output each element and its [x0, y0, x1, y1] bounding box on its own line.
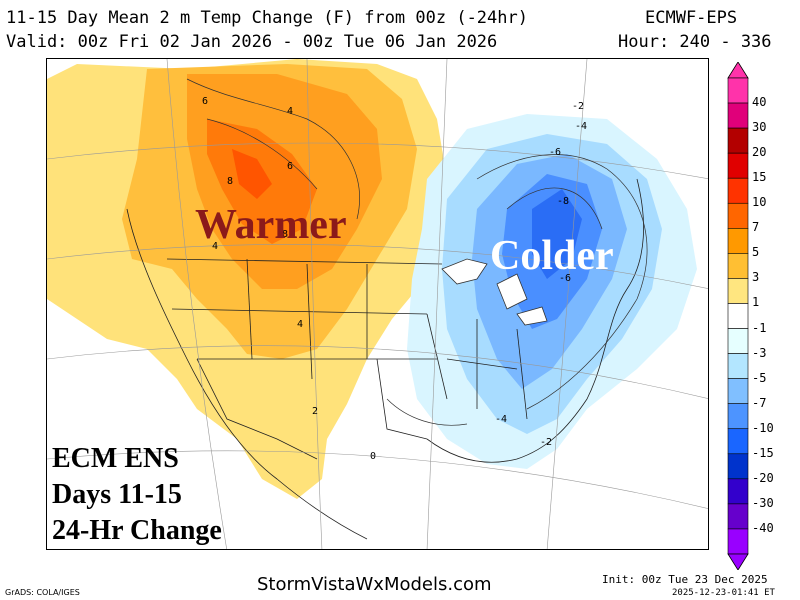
contour-label: -2: [572, 101, 584, 112]
colorbar-label: -5: [752, 370, 767, 385]
warmer-label: Warmer: [195, 202, 347, 248]
contour-label: 4: [297, 319, 303, 330]
colorbar-label: -40: [752, 520, 774, 535]
contour-label: 6: [287, 161, 293, 172]
colorbar-label: -20: [752, 470, 774, 485]
colorbar: [727, 62, 749, 570]
temperature-change-map: 6 4 8 6 4 8 4 2 0 -2 -4 -6 -8 -6 -4 -2 W…: [46, 58, 709, 550]
contour-label: -4: [495, 414, 507, 425]
colorbar-swatch: [727, 303, 749, 329]
colorbar-swatch: [727, 278, 749, 304]
info-line: ECM ENS: [52, 443, 179, 474]
colorbar-swatch: [727, 403, 749, 430]
colorbar-label: -1: [752, 320, 767, 335]
model-name: ECMWF-EPS: [645, 8, 738, 28]
colorbar-swatch: [727, 528, 749, 555]
colorbar-label: -7: [752, 395, 767, 410]
colorbar-label: 40: [752, 95, 767, 110]
colorbar-swatch: [727, 102, 749, 129]
lat-lon-grid: [47, 59, 708, 549]
colorbar-swatch: [727, 453, 749, 480]
colorbar-label: -30: [752, 495, 774, 510]
contour-label: 6: [202, 96, 208, 107]
colorbar-swatch: [727, 152, 749, 179]
contour-label: 8: [282, 229, 288, 240]
colorbar-swatch: [727, 253, 749, 279]
colorbar-swatch: [727, 202, 749, 229]
colorbar-label: 30: [752, 120, 767, 135]
colorbar-swatch: [727, 428, 749, 455]
site-name: StormVistaWxModels.com: [257, 574, 492, 595]
colorbar-label: 7: [752, 220, 760, 235]
map-canvas: 6 4 8 6 4 8 4 2 0 -2 -4 -6 -8 -6 -4 -2: [47, 59, 708, 549]
contour-label: 4: [287, 106, 293, 117]
generated-time: 2025-12-23-01:41 ET: [672, 588, 775, 598]
colorbar-swatch: [727, 353, 749, 379]
contour-labels: 6 4 8 6 4 8 4 2 0 -2 -4 -6 -8 -6 -4 -2: [202, 96, 587, 462]
colorbar-swatch: [727, 478, 749, 505]
contour-label: 0: [370, 451, 376, 462]
colorbar-label: 1: [752, 295, 760, 310]
contour-label: 2: [312, 406, 318, 417]
colorbar-label: 20: [752, 145, 767, 160]
init-time: Init: 00z Tue 23 Dec 2025: [602, 573, 768, 586]
contour-lines: [186, 78, 648, 426]
contour-label: 4: [212, 241, 218, 252]
colorbar-swatch: [727, 127, 749, 154]
colorbar-label: -15: [752, 445, 774, 460]
contour-label: -6: [549, 147, 561, 158]
colorbar-swatch: [727, 378, 749, 404]
colorbar-label: -10: [752, 420, 774, 435]
colorbar-swatch: [727, 503, 749, 530]
colorbar-swatch: [727, 77, 749, 104]
colder-label: Colder: [490, 233, 614, 279]
map-title: 11-15 Day Mean 2 m Temp Change (F) from …: [6, 8, 528, 28]
colorbar-label: 10: [752, 195, 767, 210]
valid-period: Valid: 00z Fri 02 Jan 2026 - 00z Tue 06 …: [6, 32, 498, 52]
colorbar-top-arrow: [727, 62, 749, 79]
info-line: Days 11-15: [52, 479, 182, 510]
info-box: ECM ENS Days 11-15 24-Hr Change: [52, 441, 222, 549]
contour-label: 8: [227, 176, 233, 187]
warm-region-10: [232, 149, 272, 199]
contour-label: -4: [575, 121, 587, 132]
colorbar-label: 15: [752, 170, 767, 185]
colorbar-label: -3: [752, 345, 767, 360]
grads-credit: GrADS: COLA/IGES: [5, 588, 80, 597]
colorbar-label: 3: [752, 270, 760, 285]
colorbar-swatch: [727, 328, 749, 354]
colorbar-bottom-arrow: [727, 553, 749, 570]
colorbar-swatch: [727, 177, 749, 204]
info-line: 24-Hr Change: [52, 515, 222, 546]
colorbar-label: 5: [752, 245, 760, 260]
contour-label: -2: [540, 437, 552, 448]
colorbar-swatch: [727, 228, 749, 254]
political-boundaries: [126, 178, 644, 540]
forecast-hour: Hour: 240 - 336: [618, 32, 772, 52]
contour-label: -8: [557, 196, 569, 207]
contour-label: -6: [559, 273, 571, 284]
great-lakes: [441, 258, 548, 326]
colorbar-boxes: [727, 62, 749, 570]
cold-region-10: [532, 189, 582, 279]
